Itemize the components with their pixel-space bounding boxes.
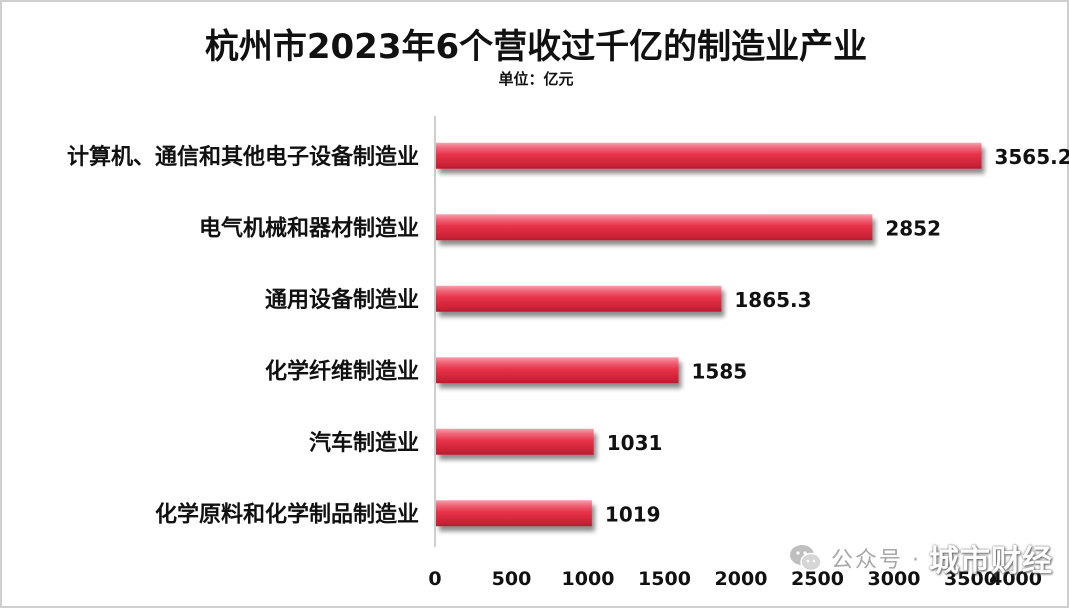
value-labels: 3565.2 2852 1865.3 1585 1031 1019: [605, 145, 1069, 527]
category-label-1: 电气机械和器材制造业: [199, 215, 419, 241]
value-label-0: 3565.2: [994, 145, 1069, 169]
value-label-3: 1585: [692, 359, 748, 383]
wechat-icon: [790, 545, 822, 572]
category-label-5: 化学原料和化学制品制造业: [155, 501, 419, 527]
x-tick-label-2: 1000: [562, 568, 615, 590]
x-tick-label-3: 1500: [638, 568, 691, 590]
x-tick-label-7: 3500: [944, 568, 997, 590]
watermark: 公众号 · 城市财经: [789, 536, 1053, 580]
watermark-brand: 城市财经: [929, 544, 1053, 579]
category-label-3: 化学纤维制造业: [265, 358, 419, 384]
chart-subtitle: 单位：亿元: [498, 70, 573, 88]
category-label-4: 汽车制造业: [309, 430, 419, 456]
x-tick-label-0: 0: [428, 568, 441, 590]
value-label-1: 2852: [885, 216, 941, 240]
bar-4: [436, 428, 594, 455]
value-label-5: 1019: [605, 502, 661, 526]
bar-2: [436, 285, 722, 312]
value-label-2: 1865.3: [734, 288, 811, 312]
bar-5: [436, 500, 592, 527]
watermark-prefix: 公众号 ·: [831, 548, 921, 573]
category-labels: 计算机、通信和其他电子设备制造业电气机械和器材制造业通用设备制造业化学纤维制造业…: [67, 144, 419, 528]
x-tick-label-4: 2000: [715, 568, 768, 590]
x-tick-label-1: 500: [492, 568, 532, 590]
x-tick-label-8: 4000: [989, 568, 1042, 590]
chart-title: 杭州市2023年6个营收过千亿的制造业产业: [205, 27, 867, 67]
value-label-4: 1031: [607, 431, 663, 455]
bar-3: [436, 357, 679, 384]
bar-1: [436, 214, 873, 241]
bars-layer: [436, 142, 982, 527]
bar-0: [436, 142, 982, 169]
x-tick-label-5: 2500: [791, 568, 844, 590]
category-label-2: 通用设备制造业: [265, 287, 419, 313]
x-tick-label-6: 3000: [868, 568, 921, 590]
category-label-0: 计算机、通信和其他电子设备制造业: [67, 144, 419, 170]
